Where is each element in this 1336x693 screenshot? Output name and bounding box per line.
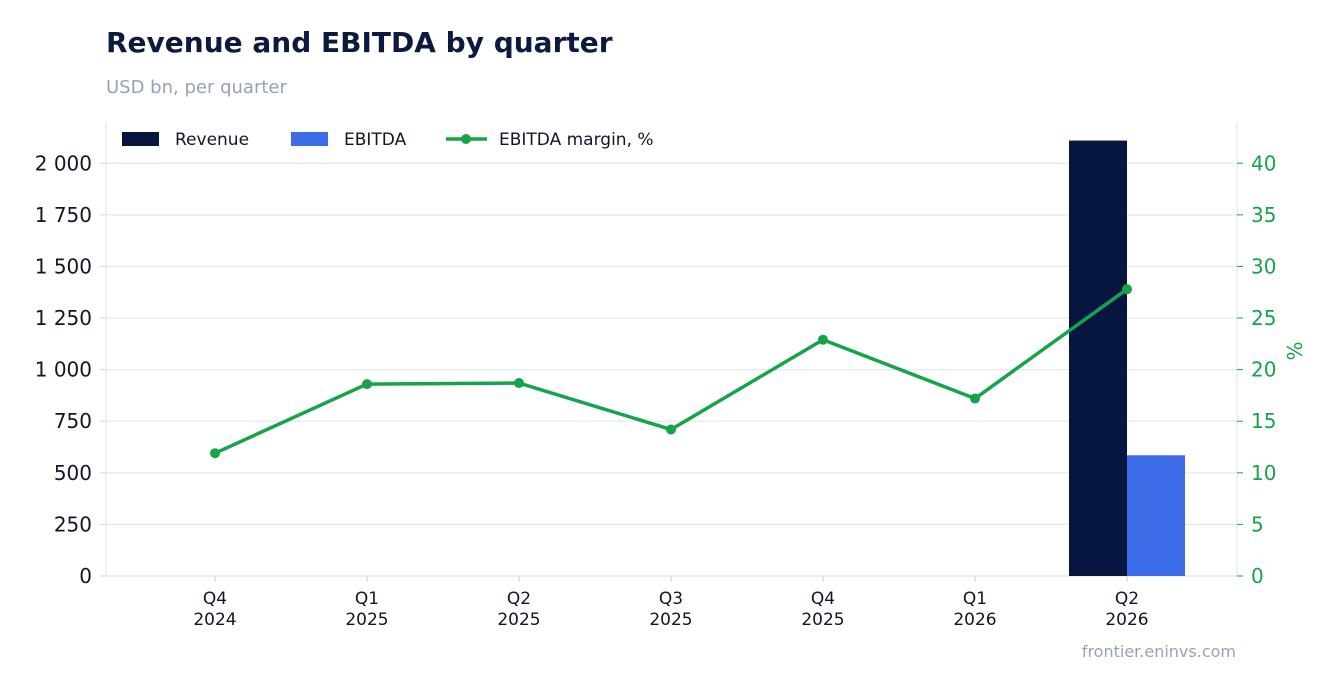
legend-label-margin: EBITDA margin, % [499,130,654,150]
y-left-tick-label: 1 000 [35,358,92,382]
legend-swatch-revenue [122,132,159,146]
legend-label-revenue: Revenue [175,130,249,150]
y-right-tick-label: 5 [1251,512,1264,536]
point-ebitda-margin [970,393,980,404]
y-left-tick-label: 500 [54,461,92,485]
chart-title: Revenue and EBITDA by quarter [106,26,613,59]
y-left-tick-label: 0 [79,564,92,588]
point-ebitda-margin [1122,284,1132,295]
x-tick-label: Q2 2025 [497,589,540,630]
y-right-axis-label: % [1283,341,1307,360]
x-tick-label: Q1 2026 [953,589,996,630]
y-right-tick-label: 25 [1251,306,1276,330]
legend-marker-margin [461,134,471,144]
legend-label-ebitda: EBITDA [344,130,407,150]
x-tick-label: Q2 2026 [1105,589,1148,630]
y-left-tick-label: 2 000 [35,151,92,175]
y-right-tick-label: 35 [1251,203,1276,227]
y-left-tick-label: 750 [54,409,92,433]
y-right-tick-label: 20 [1251,358,1276,382]
x-tick-label: Q1 2025 [345,589,388,630]
y-right-tick-label: 30 [1251,254,1276,278]
chart-subtitle: USD bn, per quarter [106,77,287,98]
y-right-tick-label: 15 [1251,409,1276,433]
y-left-tick-label: 1 750 [35,203,92,227]
x-tick-label: Q4 2025 [801,589,844,630]
y-left-tick-label: 1 500 [35,254,92,278]
y-right-tick-label: 0 [1251,564,1264,588]
y-right-tick-label: 10 [1251,461,1276,485]
x-tick-label: Q3 2025 [649,589,692,630]
point-ebitda-margin [210,448,220,459]
point-ebitda-margin [362,379,372,390]
point-ebitda-margin [818,334,828,345]
y-left-tick-label: 1 250 [35,306,92,330]
bar-ebitda [1127,455,1185,576]
point-ebitda-margin [514,378,524,389]
y-left-tick-label: 250 [54,512,92,536]
point-ebitda-margin [666,424,676,435]
source-label: frontier.eninvs.com [1081,642,1236,661]
x-tick-label: Q4 2024 [193,589,236,630]
bar-revenue [1069,140,1127,576]
y-right-tick-label: 40 [1251,151,1276,175]
legend-swatch-ebitda [291,132,328,146]
